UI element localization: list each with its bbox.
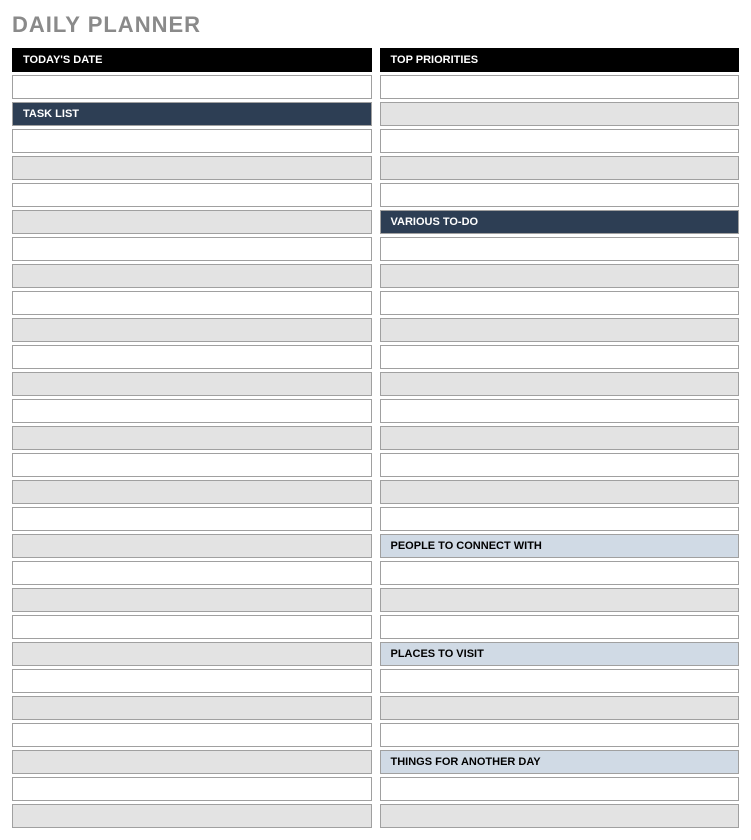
planner-row[interactable]: [12, 507, 372, 531]
planner-row[interactable]: [12, 750, 372, 774]
page-title: DAILY PLANNER: [12, 12, 739, 38]
planner-row[interactable]: [380, 723, 740, 747]
planner-row[interactable]: [380, 399, 740, 423]
planner-row[interactable]: [12, 453, 372, 477]
planner-row[interactable]: [380, 237, 740, 261]
right-column: TOP PRIORITIES VARIOUS TO-DO PEOPLE TO CON…: [380, 48, 740, 828]
planner-row[interactable]: [380, 75, 740, 99]
planner-row[interactable]: [380, 372, 740, 396]
planner-row[interactable]: [12, 264, 372, 288]
planner-row[interactable]: [12, 777, 372, 801]
planner-row[interactable]: [12, 804, 372, 828]
planner-row[interactable]: [12, 642, 372, 666]
section-header-label: TASK LIST: [23, 108, 79, 120]
planner-row[interactable]: [12, 615, 372, 639]
planner-row[interactable]: [12, 75, 372, 99]
planner-row[interactable]: [380, 480, 740, 504]
planner-row[interactable]: [380, 588, 740, 612]
planner-row[interactable]: [380, 426, 740, 450]
section-header: TOP PRIORITIES: [380, 48, 740, 72]
section-header-label: VARIOUS TO-DO: [391, 216, 479, 228]
section-header: TODAY'S DATE: [12, 48, 372, 72]
planner-row[interactable]: [12, 399, 372, 423]
planner-row[interactable]: [12, 669, 372, 693]
planner-row[interactable]: [12, 480, 372, 504]
planner-row[interactable]: [380, 669, 740, 693]
left-column: TODAY'S DATE TASK LIST: [12, 48, 372, 828]
planner-row[interactable]: [380, 561, 740, 585]
planner-row[interactable]: [12, 372, 372, 396]
section-header-label: THINGS FOR ANOTHER DAY: [391, 756, 541, 768]
planner-row[interactable]: [12, 426, 372, 450]
planner-row[interactable]: [12, 129, 372, 153]
planner-row[interactable]: [380, 156, 740, 180]
planner-row[interactable]: [380, 291, 740, 315]
planner-row[interactable]: [380, 507, 740, 531]
planner-row[interactable]: [12, 723, 372, 747]
planner-row[interactable]: [380, 264, 740, 288]
planner-row[interactable]: [12, 534, 372, 558]
planner-row[interactable]: [12, 156, 372, 180]
section-header: VARIOUS TO-DO: [380, 210, 740, 234]
planner-row[interactable]: [380, 777, 740, 801]
planner-row[interactable]: [12, 318, 372, 342]
planner-row[interactable]: [12, 696, 372, 720]
planner-row[interactable]: [380, 615, 740, 639]
planner-row[interactable]: [380, 804, 740, 828]
section-header-label: PLACES TO VISIT: [391, 648, 484, 660]
planner-row[interactable]: [380, 102, 740, 126]
planner-row[interactable]: [12, 345, 372, 369]
planner-row[interactable]: [12, 588, 372, 612]
planner-row[interactable]: [380, 696, 740, 720]
section-header-label: TOP PRIORITIES: [391, 54, 479, 66]
section-header: PEOPLE TO CONNECT WITH: [380, 534, 740, 558]
section-header-label: PEOPLE TO CONNECT WITH: [391, 540, 542, 552]
planner-row[interactable]: [380, 345, 740, 369]
planner-row[interactable]: [380, 129, 740, 153]
planner-row[interactable]: [12, 183, 372, 207]
planner-row[interactable]: [12, 210, 372, 234]
section-header: THINGS FOR ANOTHER DAY: [380, 750, 740, 774]
planner-row[interactable]: [380, 183, 740, 207]
planner-row[interactable]: [12, 237, 372, 261]
section-header-label: TODAY'S DATE: [23, 54, 102, 66]
planner-row[interactable]: [12, 291, 372, 315]
planner-row[interactable]: [12, 561, 372, 585]
planner-columns: TODAY'S DATE TASK LIST TOP PRIORITIES VARI…: [12, 48, 739, 828]
planner-row[interactable]: [380, 453, 740, 477]
section-header: PLACES TO VISIT: [380, 642, 740, 666]
section-header: TASK LIST: [12, 102, 372, 126]
planner-row[interactable]: [380, 318, 740, 342]
